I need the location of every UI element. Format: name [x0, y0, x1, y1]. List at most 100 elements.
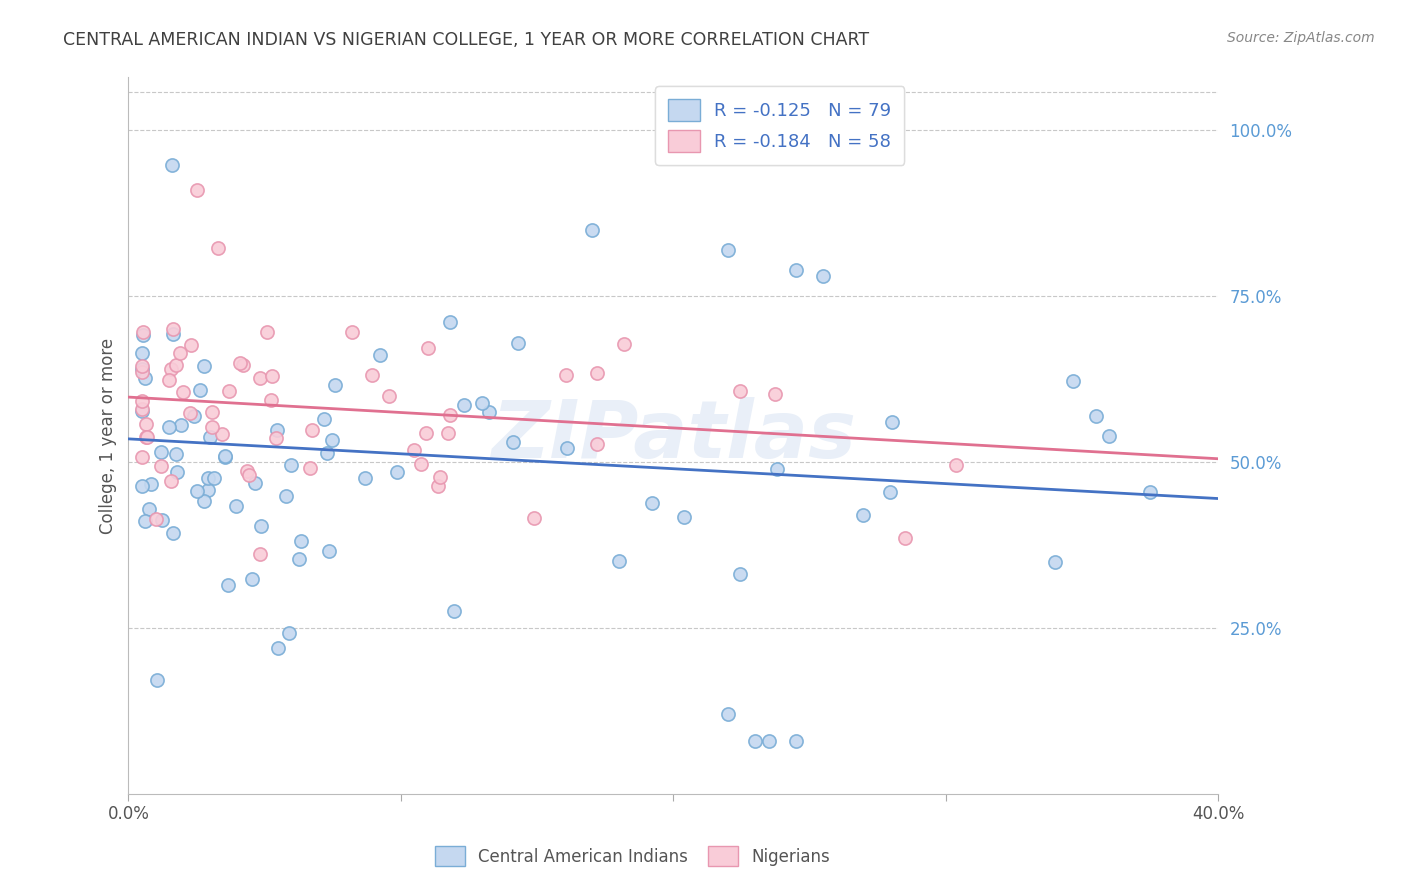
Point [415, 425, 437, 440]
Point [150, 513, 173, 527]
Point [426, 479, 449, 493]
Point [157, 373, 180, 387]
Point [135, 429, 157, 443]
Point [149, 459, 172, 474]
Point [186, 183, 208, 197]
Point [131, 402, 153, 417]
Point [131, 362, 153, 376]
Point [225, 499, 247, 513]
Point [360, 368, 382, 383]
Point [945, 458, 967, 473]
Point [159, 361, 181, 376]
Text: CENTRAL AMERICAN INDIAN VS NIGERIAN COLLEGE, 1 YEAR OR MORE CORRELATION CHART: CENTRAL AMERICAN INDIAN VS NIGERIAN COLL… [63, 31, 869, 49]
Point [717, 707, 740, 722]
Point [165, 359, 187, 373]
Point [214, 449, 236, 463]
Point [160, 158, 183, 172]
Point [264, 431, 287, 445]
Point [201, 419, 224, 434]
Point [439, 408, 461, 422]
Point [162, 525, 184, 540]
Point [765, 462, 787, 476]
Point [436, 425, 458, 440]
Point [418, 341, 440, 355]
Point [131, 479, 153, 493]
Point [228, 356, 250, 370]
Point [280, 458, 302, 472]
Point [894, 532, 917, 546]
Point [249, 371, 271, 385]
Point [157, 419, 180, 434]
Point [340, 326, 363, 340]
Point [243, 475, 266, 490]
Point [377, 389, 399, 403]
Point [852, 508, 875, 523]
Point [162, 326, 184, 341]
Point [201, 405, 224, 419]
Point [134, 370, 156, 384]
Point [429, 470, 451, 484]
Point [267, 640, 290, 655]
Point [172, 384, 194, 399]
Point [202, 471, 225, 485]
Point [368, 348, 391, 362]
Point [159, 474, 181, 488]
Point [1062, 374, 1084, 388]
Point [131, 359, 153, 374]
Point [1084, 409, 1107, 423]
Point [321, 433, 343, 447]
Point [179, 406, 201, 420]
Point [728, 567, 751, 582]
Point [316, 446, 339, 460]
Text: ZIPatlas: ZIPatlas [491, 397, 856, 475]
Legend: Central American Indians, Nigerians: Central American Indians, Nigerians [426, 838, 839, 875]
Point [744, 733, 766, 747]
Point [298, 460, 321, 475]
Point [166, 465, 188, 479]
Point [301, 423, 323, 437]
Point [236, 464, 259, 478]
Point [146, 673, 169, 688]
Point [717, 243, 740, 257]
Point [132, 328, 155, 343]
Point [785, 733, 807, 747]
Point [613, 337, 636, 351]
Point [131, 393, 153, 408]
Point [190, 383, 212, 397]
Point [249, 547, 271, 561]
Point [186, 484, 208, 499]
Point [758, 733, 780, 747]
Point [162, 322, 184, 336]
Point [266, 423, 288, 437]
Point [138, 502, 160, 516]
Point [256, 326, 278, 340]
Point [131, 365, 153, 379]
Point [763, 386, 786, 401]
Point [443, 604, 465, 618]
Point [139, 477, 162, 491]
Point [641, 496, 664, 510]
Point [290, 534, 312, 549]
Point [813, 269, 835, 284]
Point [169, 345, 191, 359]
Point [260, 392, 283, 407]
Point [478, 405, 501, 419]
Point [728, 384, 751, 398]
Point [354, 471, 377, 485]
Legend: R = -0.125   N = 79, R = -0.184   N = 58: R = -0.125 N = 79, R = -0.184 N = 58 [655, 87, 904, 165]
Point [581, 223, 603, 237]
Point [217, 577, 239, 591]
Point [555, 368, 578, 383]
Point [197, 483, 219, 497]
Point [555, 442, 578, 456]
Point [145, 512, 167, 526]
Y-axis label: College, 1 year or more: College, 1 year or more [100, 337, 117, 533]
Point [135, 429, 157, 443]
Point [314, 411, 336, 425]
Point [198, 430, 221, 444]
Point [506, 336, 529, 351]
Point [471, 396, 494, 410]
Point [439, 315, 461, 329]
Point [180, 338, 202, 352]
Point [882, 415, 904, 429]
